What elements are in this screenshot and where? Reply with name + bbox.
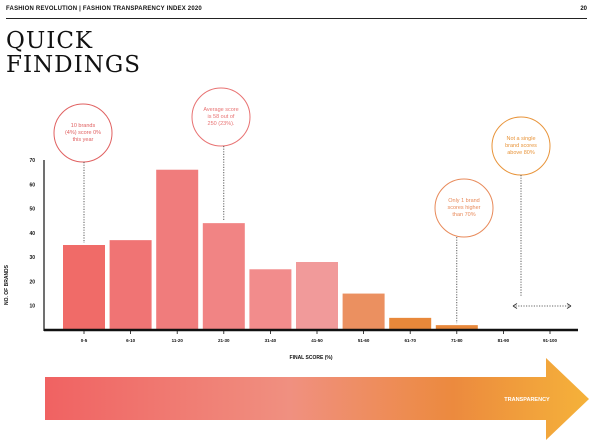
- bar-31-40: [249, 269, 292, 330]
- y-tick-label: 30: [29, 255, 35, 261]
- annotation-circle: [191, 87, 251, 147]
- x-tick-label: 81-90: [498, 338, 510, 343]
- header-report: FASHION TRANSPARENCY INDEX 2020: [82, 6, 202, 12]
- page-number: 20: [580, 6, 587, 12]
- y-tick-label: 50: [29, 207, 35, 213]
- x-tick-label: 71-80: [451, 338, 463, 343]
- annotation-callout: 10 brands(4%) score 0%this year: [53, 103, 113, 243]
- header-brand: FASHION REVOLUTION: [6, 6, 78, 12]
- x-tick-label: 91-100: [543, 338, 558, 343]
- title-line-1: QUICK: [6, 28, 94, 54]
- annotation-text: is 58 out of: [208, 114, 235, 120]
- transparency-arrow: TRANSPARENCY: [45, 358, 589, 440]
- x-tick-label: 6-10: [126, 338, 136, 343]
- annotation-text: Not a single: [506, 136, 535, 142]
- annotation-text: Only 1 brand: [448, 198, 480, 204]
- x-tick-label: 51-60: [358, 338, 370, 343]
- x-axis-title: FINAL SCORE (%): [290, 355, 333, 361]
- x-tick-label: 0-5: [81, 338, 88, 343]
- bar-61-70: [389, 317, 432, 330]
- annotation-text: scores higher: [447, 205, 480, 211]
- x-tick-label: 11-20: [172, 338, 184, 343]
- header-separator: |: [79, 6, 82, 12]
- annotation-text: (4%) score 0%: [65, 130, 101, 136]
- title-line-2: FINDINGS: [6, 52, 141, 78]
- x-tick-label: 61-70: [404, 338, 416, 343]
- x-tick-label: 41-50: [311, 338, 323, 343]
- y-tick-label: 60: [29, 182, 35, 188]
- x-tick-label: 31-40: [265, 338, 277, 343]
- bar-6-10: [109, 240, 152, 330]
- bar-layer: [63, 169, 478, 330]
- arrow-shape: [45, 358, 589, 440]
- bar-11-20: [156, 169, 199, 330]
- annotation-text: 250 (23%).: [208, 121, 235, 127]
- annotation-text: this year: [73, 137, 94, 143]
- page-header: FASHION REVOLUTION | FASHION TRANSPARENC…: [6, 6, 587, 19]
- bar-21-30: [202, 223, 245, 330]
- annotation-text: Average score: [203, 107, 238, 113]
- header-title: FASHION REVOLUTION | FASHION TRANSPARENC…: [6, 6, 202, 12]
- y-axis-title: NO. OF BRANDS: [4, 264, 10, 305]
- annotation-text: than 70%: [452, 212, 475, 218]
- y-tick-label: 20: [29, 279, 35, 285]
- axes-layer: 10 20 30 40 50 60 70 NO. OF BRANDS 0-5 6-10 11-20 2…: [4, 158, 578, 361]
- range-arrow: [512, 303, 572, 309]
- y-tick-label: 70: [29, 158, 35, 164]
- annotation-circle: [434, 178, 494, 238]
- range-arrow-head-left: [512, 303, 518, 309]
- bar-41-50: [296, 262, 338, 330]
- annotation-layer: 10 brands(4%) score 0%this year Average s…: [53, 87, 572, 324]
- y-tick-label: 10: [29, 304, 35, 310]
- annotation-text: 10 brands: [71, 123, 96, 129]
- bar-71-80: [435, 325, 478, 330]
- annotation-circle: [53, 103, 113, 163]
- range-arrow-head-right: [566, 303, 572, 309]
- annotation-text: above 80%: [507, 150, 535, 156]
- bar-51-60: [342, 293, 385, 330]
- annotation-text: brand scores: [505, 143, 537, 149]
- arrow-label: TRANSPARENCY: [504, 397, 550, 403]
- bar-0-5: [63, 245, 105, 330]
- page-title: QUICK FINDINGS: [6, 29, 141, 77]
- y-tick-label: 40: [29, 231, 35, 237]
- x-tick-label: 21-30: [218, 338, 230, 343]
